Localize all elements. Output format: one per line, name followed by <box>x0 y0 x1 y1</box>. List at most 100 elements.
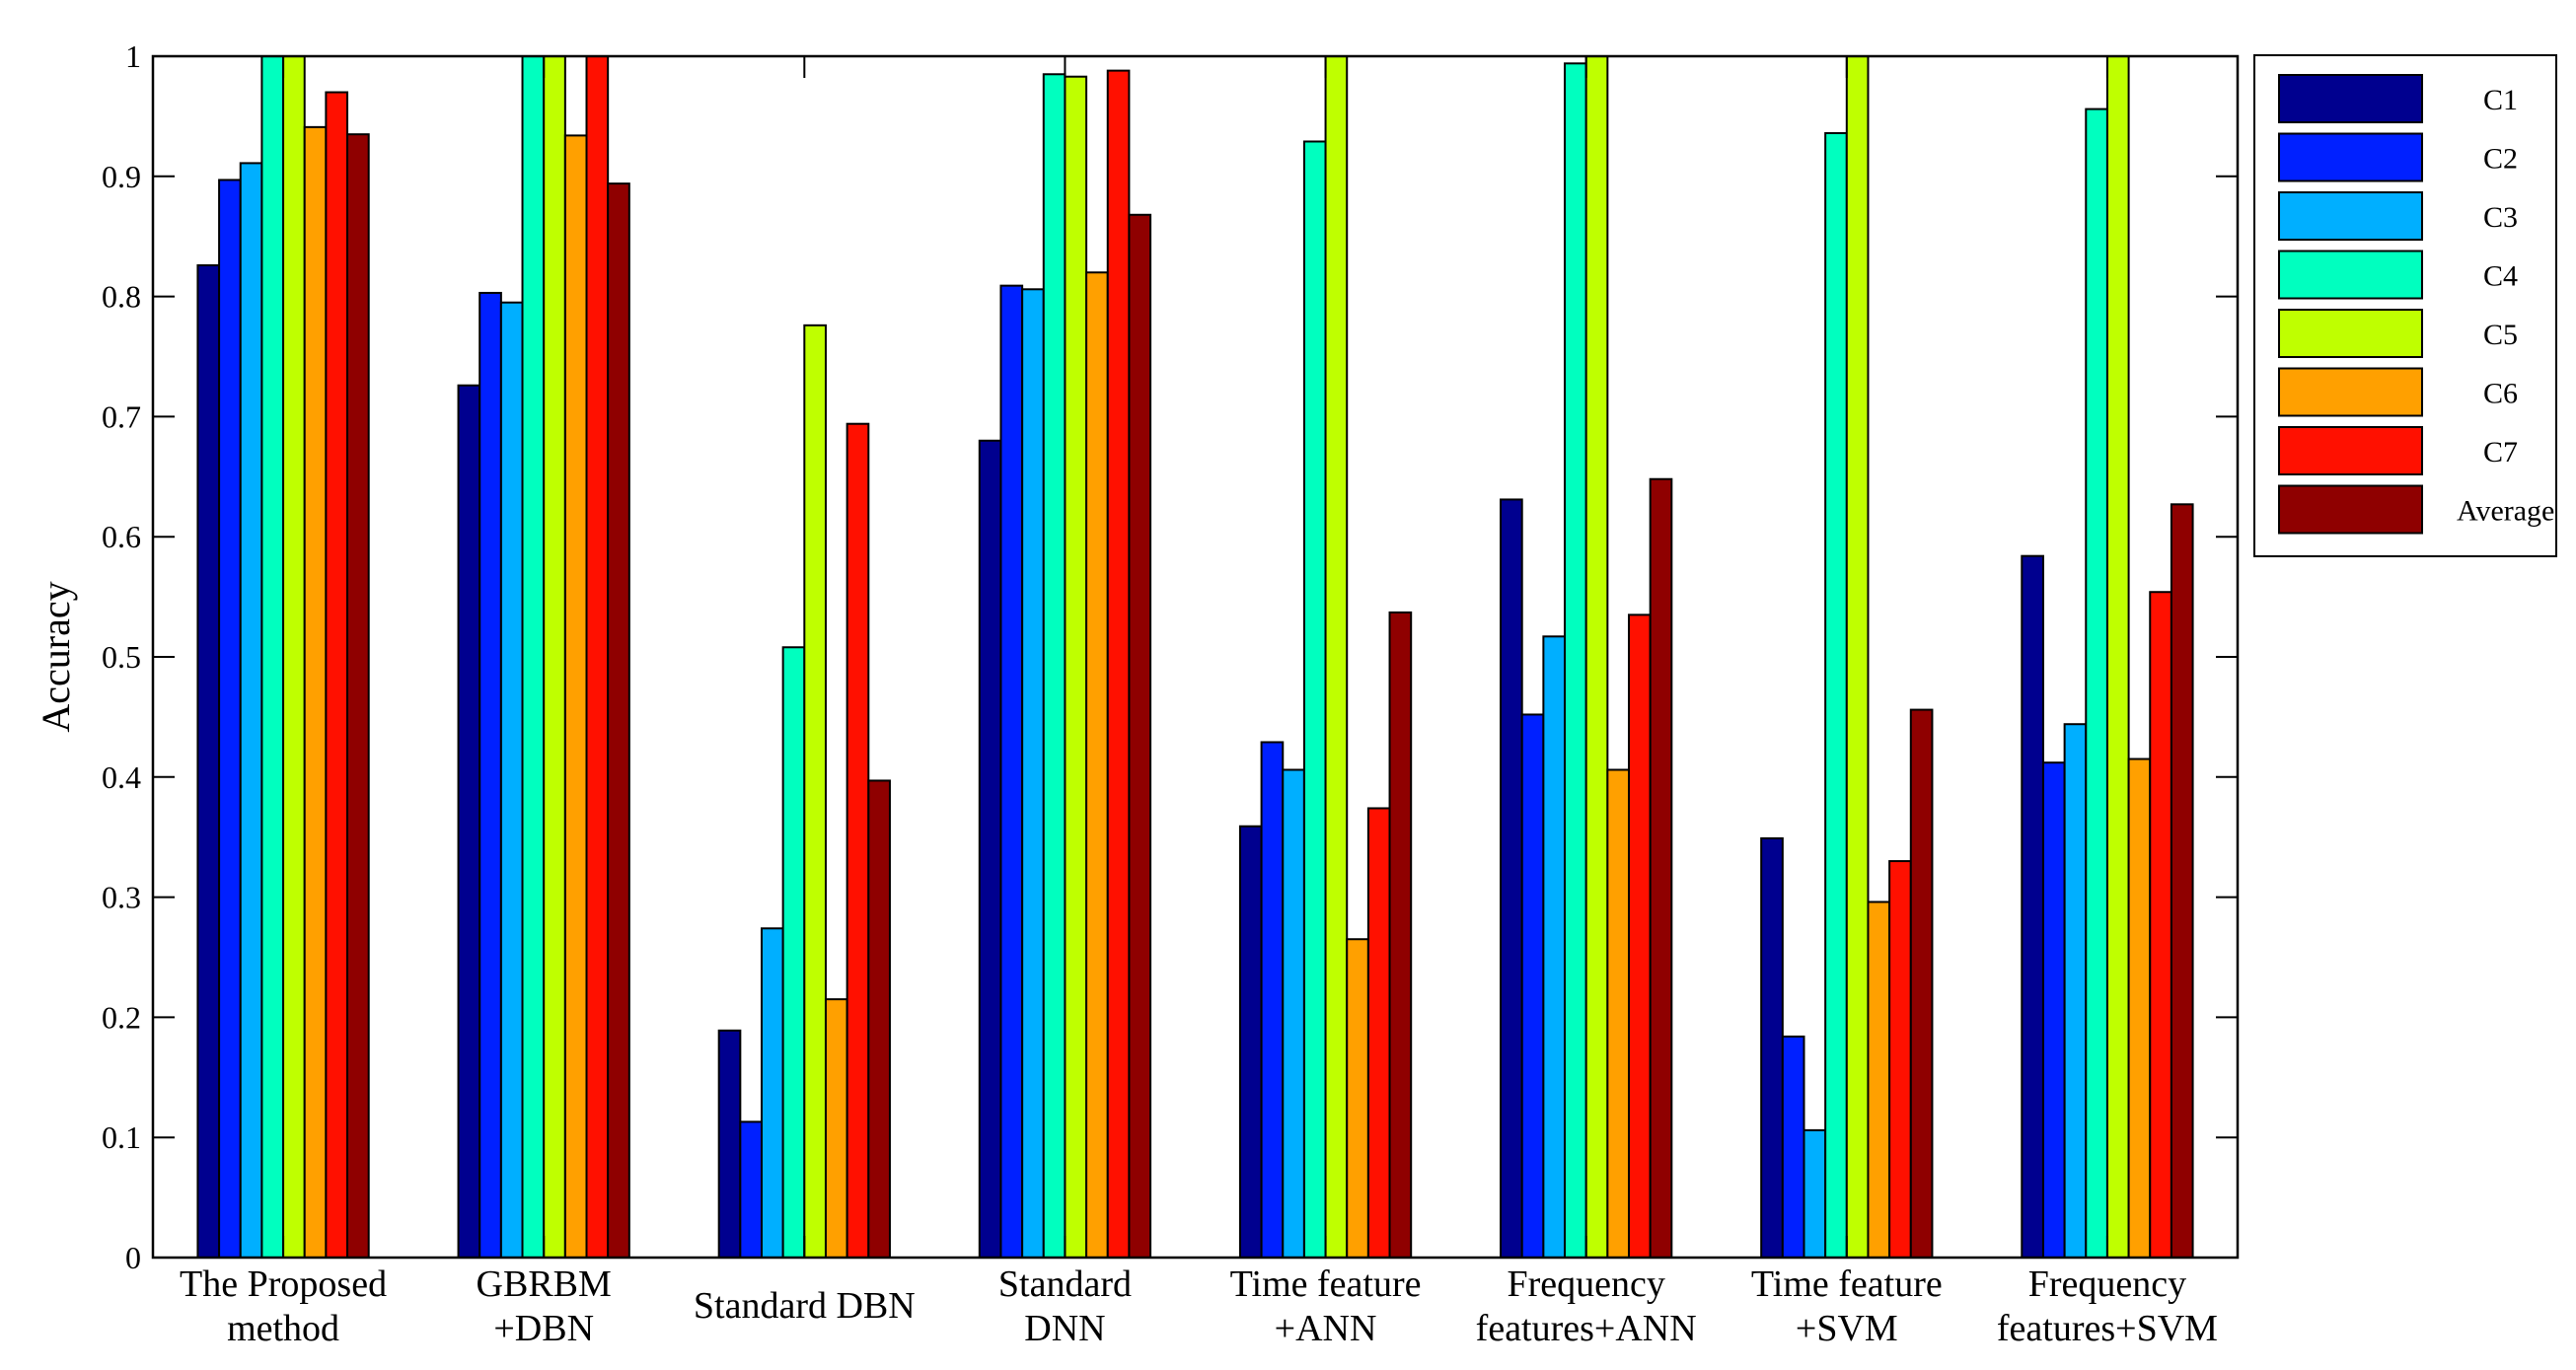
bar-c5-6 <box>1584 55 1609 1259</box>
legend-label-c7: C7 <box>2483 436 2518 469</box>
bar-c6-3 <box>824 998 848 1259</box>
y-tick-label: 0.5 <box>102 639 141 675</box>
legend-box <box>2253 54 2557 557</box>
x-tick-label: GBRBM <box>477 1263 612 1305</box>
bar-c2-2 <box>478 291 502 1259</box>
bar-c3-8 <box>2063 723 2088 1259</box>
bar-c2-7 <box>1781 1035 1805 1260</box>
x-tick-label: Standard DBN <box>694 1285 916 1327</box>
bar-c3-6 <box>1542 635 1567 1259</box>
bar-c3-4 <box>1021 288 1045 1260</box>
bar-c7-6 <box>1628 613 1652 1259</box>
bar-average-1 <box>346 133 370 1259</box>
x-tick-label: Time feature <box>1751 1263 1943 1305</box>
bar-c1-7 <box>1760 836 1784 1259</box>
x-tick-label: Frequency <box>1507 1263 1664 1305</box>
legend-swatch-c6 <box>2278 367 2423 417</box>
x-tick-label: Standard <box>998 1263 1132 1305</box>
axes: 0 0.1 0.2 0.3 0.4 0.5 0.6 0.7 0.8 0.9 1 The Propose… <box>34 38 2240 1349</box>
y-tick-label: 0.6 <box>102 519 141 554</box>
bar-c6-1 <box>303 125 328 1260</box>
bar-c2-8 <box>2041 761 2066 1259</box>
y-tick-label: 1 <box>125 38 141 74</box>
bar-c1-8 <box>2021 554 2044 1259</box>
bar-c2-4 <box>999 284 1024 1259</box>
bar-c2-6 <box>1520 713 1545 1259</box>
bar-c2-1 <box>218 179 242 1260</box>
bar-c1-3 <box>717 1029 742 1260</box>
bar-c6-8 <box>2127 757 2152 1260</box>
legend-label-c6: C6 <box>2483 378 2518 410</box>
bar-c3-5 <box>1282 768 1305 1259</box>
legend-swatch-c7 <box>2278 426 2423 475</box>
x-tick-label: method <box>227 1308 339 1349</box>
bar-c7-5 <box>1366 807 1391 1259</box>
legend-label-c5: C5 <box>2483 319 2518 351</box>
legend-label-c3: C3 <box>2483 201 2518 234</box>
bar-c6-7 <box>1867 901 1891 1259</box>
y-tick-label: 0.1 <box>102 1119 141 1155</box>
legend: C1 C2 C3 C4 C5 C6 C7 Average <box>2253 54 2557 557</box>
legend-label-c2: C2 <box>2483 143 2518 176</box>
x-tick-label: +ANN <box>1275 1308 1377 1349</box>
legend-swatch-c5 <box>2278 309 2423 358</box>
y-tick-label: 0.9 <box>102 159 141 194</box>
bar-c6-6 <box>1606 768 1631 1259</box>
y-axis-title: Accuracy <box>34 581 78 732</box>
bar-c2-3 <box>739 1120 764 1259</box>
y-tick-label: 0.7 <box>102 398 141 434</box>
bar-c6-5 <box>1346 938 1369 1259</box>
legend-label-c1: C1 <box>2483 84 2518 116</box>
bar-c3-3 <box>761 927 784 1260</box>
y-tick-label: 0.2 <box>102 999 141 1035</box>
bar-c1-2 <box>457 384 481 1260</box>
bar-c7-8 <box>2149 591 2172 1259</box>
bar-c5-2 <box>543 55 566 1259</box>
legend-swatch-average <box>2278 484 2423 535</box>
bar-c4-1 <box>260 55 285 1259</box>
bar-average-7 <box>1909 708 1934 1259</box>
bar-c6-2 <box>563 134 588 1259</box>
bar-c7-4 <box>1106 69 1131 1260</box>
bar-c5-1 <box>282 55 306 1259</box>
x-tick-label: features+ANN <box>1476 1308 1697 1349</box>
legend-swatch-c3 <box>2278 191 2423 241</box>
bar-c6-4 <box>1085 271 1109 1259</box>
bar-c5-7 <box>1845 55 1870 1259</box>
bar-c7-3 <box>846 422 870 1259</box>
y-tick-label: 0.8 <box>102 279 141 315</box>
bar-c7-2 <box>585 55 610 1259</box>
bar-c4-2 <box>521 55 546 1259</box>
bar-c7-7 <box>1888 860 1912 1259</box>
x-tick-label: DNN <box>1024 1308 1105 1349</box>
bar-c3-7 <box>1803 1128 1827 1260</box>
bar-c7-1 <box>325 91 349 1259</box>
bar-c5-3 <box>803 324 827 1259</box>
bar-average-5 <box>1388 611 1413 1259</box>
bar-c4-6 <box>1564 62 1587 1259</box>
y-tick-label: 0 <box>125 1240 141 1275</box>
bar-c1-4 <box>978 439 1002 1259</box>
x-tick-label: The Proposed <box>180 1263 387 1305</box>
x-tick-label: +DBN <box>493 1308 594 1349</box>
bar-c4-7 <box>1824 131 1848 1260</box>
bar-c4-8 <box>2085 108 2108 1260</box>
legend-swatch-c4 <box>2278 250 2423 300</box>
bar-c4-3 <box>781 646 806 1259</box>
bar-c3-1 <box>239 162 263 1259</box>
bar-average-4 <box>1128 213 1152 1259</box>
bar-average-3 <box>867 779 891 1259</box>
y-tick-label: 0.4 <box>102 759 141 795</box>
bar-average-8 <box>2170 503 2194 1259</box>
y-tick-label: 0.3 <box>102 880 141 915</box>
plot-area <box>196 55 2194 1260</box>
bar-c1-1 <box>196 263 221 1259</box>
bar-c4-4 <box>1042 73 1067 1259</box>
bar-c1-5 <box>1238 825 1263 1259</box>
legend-swatch-c2 <box>2278 132 2423 182</box>
bar-c4-5 <box>1302 140 1327 1260</box>
bar-c3-2 <box>499 301 524 1259</box>
bar-c5-8 <box>2105 55 2130 1259</box>
